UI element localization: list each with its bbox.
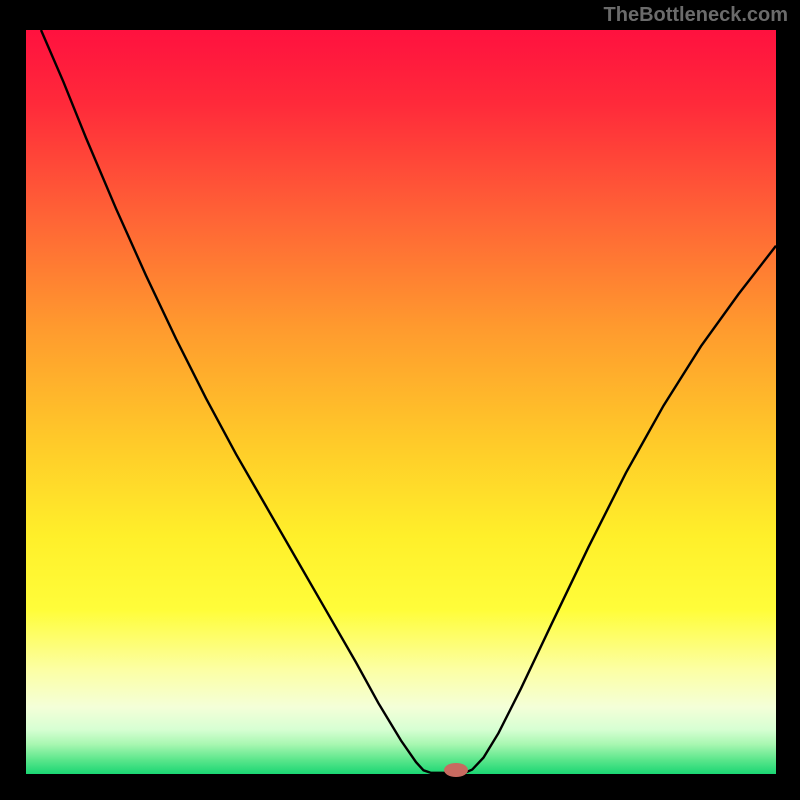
optimal-marker <box>444 763 468 777</box>
plot-area <box>26 30 776 774</box>
watermark-text: TheBottleneck.com <box>604 4 788 27</box>
curve-svg <box>26 30 776 774</box>
bottleneck-curve <box>41 30 776 773</box>
